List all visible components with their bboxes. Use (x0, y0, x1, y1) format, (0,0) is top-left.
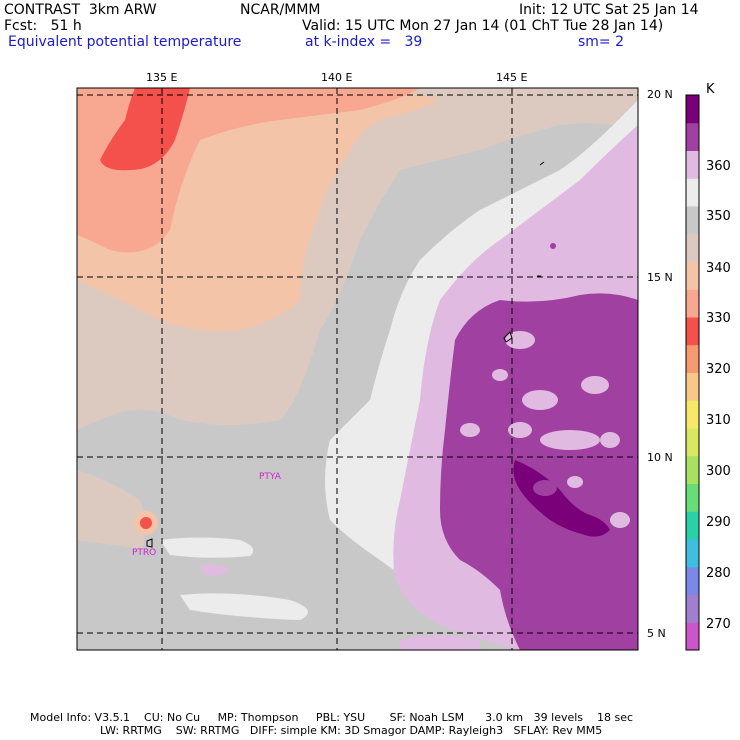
model-title: CONTRAST 3km ARW (4, 2, 157, 18)
colorbar-box (686, 511, 699, 540)
lon-label-145: 145 E (496, 71, 528, 84)
model-info-line2: LW: RRTMG SW: RRTMG DIFF: simple KM: 3D … (100, 724, 603, 737)
colorbar-tick-300: 300 (706, 464, 731, 479)
colorbar-box (686, 178, 699, 207)
colorbar-box (686, 122, 699, 151)
forecast-hour: Fcst: 51 h (4, 18, 82, 34)
level-info: at k-index = 39 (305, 34, 423, 50)
smoothing-info: sm= 2 (578, 34, 625, 50)
lon-label-140: 140 E (321, 71, 353, 84)
station-ptro: PTRO (132, 548, 156, 558)
colorbar-box (686, 483, 699, 512)
colorbar-box (686, 261, 699, 290)
colorbar-box (686, 594, 699, 623)
colorbar-box (686, 566, 699, 595)
colorbar-tick-270: 270 (706, 617, 731, 632)
colorbar-tick-320: 320 (706, 362, 731, 377)
colorbar-tick-360: 360 (706, 159, 731, 174)
colorbar-box (686, 455, 699, 484)
colorbar-tick-350: 350 (706, 209, 731, 224)
colorbar-tick-290: 290 (706, 515, 731, 530)
colorbar-tick-310: 310 (706, 413, 731, 428)
lat-label-10: 10 N (647, 451, 673, 464)
colorbar-box (686, 289, 699, 318)
colorbar-tick-340: 340 (706, 261, 731, 276)
colorbar-box (686, 622, 699, 651)
colorbar-box (686, 372, 699, 401)
colorbar-box (686, 233, 699, 262)
colorbar-box (686, 400, 699, 429)
lat-label-15: 15 N (647, 271, 673, 284)
lat-label-5: 5 N (647, 627, 666, 640)
colorbar-box (686, 428, 699, 457)
lat-label-20: 20 N (647, 88, 673, 101)
colorbar-box (686, 344, 699, 373)
colorbar-box (686, 95, 699, 124)
map-field (77, 88, 638, 650)
lat-lon-grid (77, 88, 638, 650)
colorbar-tick-330: 330 (706, 311, 731, 326)
colorbar-boxes (686, 95, 699, 651)
valid-time: Valid: 15 UTC Mon 27 Jan 14 (01 ChT Tue … (302, 18, 664, 34)
center-title: NCAR/MMM (240, 2, 321, 18)
colorbar-tick-280: 280 (706, 566, 731, 581)
init-time: Init: 12 UTC Sat 25 Jan 14 (519, 2, 699, 18)
lon-label-135: 135 E (146, 71, 178, 84)
colorbar-box (686, 206, 699, 235)
station-ptya: PTYA (259, 472, 282, 482)
model-info-line1: Model Info: V3.5.1 CU: No Cu MP: Thompso… (30, 711, 634, 724)
colorbar-box (686, 539, 699, 568)
field-name: Equivalent potential temperature (8, 34, 242, 50)
colorbar-box (686, 150, 699, 179)
colorbar-unit: K (706, 82, 715, 97)
colorbar-box (686, 317, 699, 346)
